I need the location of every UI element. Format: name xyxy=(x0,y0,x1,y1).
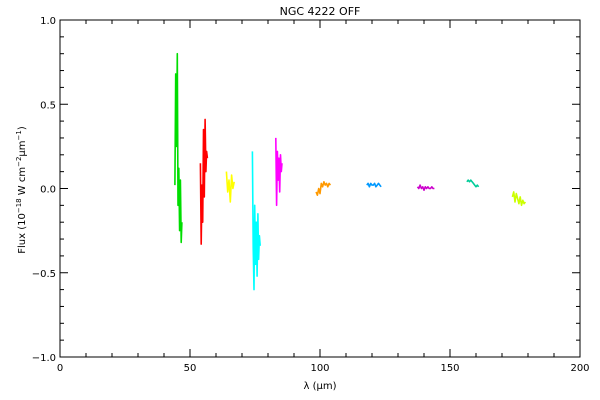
spectrum-series-2 xyxy=(199,118,209,245)
y-tick-label: 0.5 xyxy=(40,100,56,111)
y-axis-label: Flux (10−18 W cm−2μm−1) xyxy=(15,126,28,254)
spectrum-series-1 xyxy=(174,52,183,244)
y-label-mid: W cm xyxy=(17,167,28,198)
spectrum-series-10 xyxy=(511,191,527,207)
spectrum-series-3 xyxy=(225,171,235,203)
y-label-exp3: −1 xyxy=(15,130,23,140)
x-tick-label: 150 xyxy=(440,363,459,374)
y-tick-label: −1.0 xyxy=(32,353,56,364)
y-label-prefix: Flux (10 xyxy=(17,213,28,254)
x-axis-label: λ (μm) xyxy=(303,381,336,392)
chart-title: NGC 4222 OFF xyxy=(280,5,361,18)
spectrum-series-4 xyxy=(251,151,261,291)
y-axis: −1.0 −0.5 0.0 0.5 1.0 xyxy=(32,16,580,364)
x-axis: 0 50 100 150 200 xyxy=(57,20,590,374)
y-label-exp2: −2 xyxy=(15,157,23,167)
x-tick-label: 0 xyxy=(57,363,63,374)
y-tick-label: 0.0 xyxy=(40,185,56,196)
y-label-suffix: ) xyxy=(17,126,28,130)
y-tick-label: 1.0 xyxy=(40,16,56,27)
x-tick-label: 200 xyxy=(570,363,589,374)
x-tick-label: 100 xyxy=(310,363,329,374)
x-tick-label: 50 xyxy=(184,363,197,374)
y-label-exp1: −18 xyxy=(15,198,23,213)
spectrum-series-8 xyxy=(416,184,435,191)
y-label-mid2: μm xyxy=(17,140,28,156)
y-tick-label: −0.5 xyxy=(32,269,56,280)
spectrum-series-9 xyxy=(466,179,480,188)
spectrum-series-6 xyxy=(315,181,332,196)
spectrum-series-5 xyxy=(275,137,283,207)
data-series-layer xyxy=(174,52,527,291)
spectrum-series-7 xyxy=(366,182,382,188)
